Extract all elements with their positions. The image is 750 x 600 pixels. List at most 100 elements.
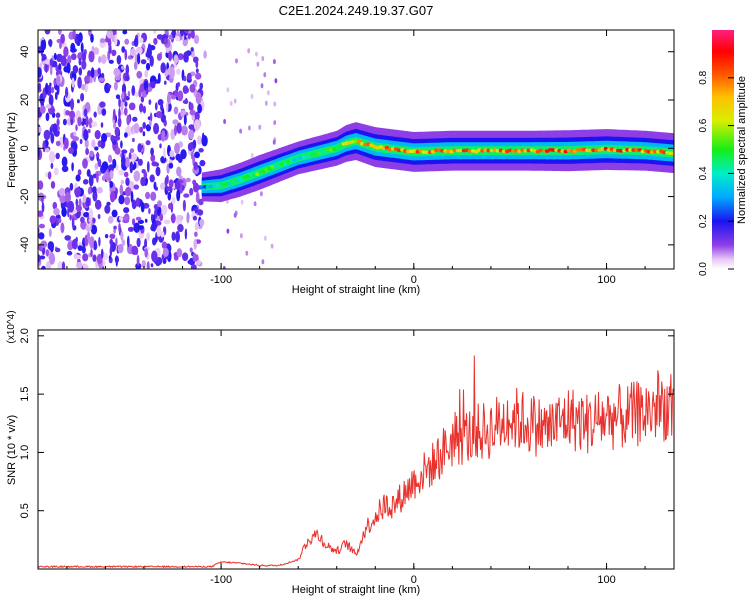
noise-speckle	[189, 109, 196, 116]
noise-speckle	[258, 124, 262, 130]
noise-speckle	[75, 190, 81, 198]
noise-speckle	[83, 129, 89, 141]
noise-speckle	[90, 249, 93, 257]
noise-speckle	[163, 38, 168, 45]
noise-speckle	[85, 115, 89, 128]
noise-speckle	[264, 100, 268, 106]
noise-speckle	[189, 247, 193, 253]
noise-speckle	[75, 254, 82, 260]
noise-speckle	[99, 38, 106, 44]
noise-speckle	[38, 180, 44, 190]
noise-speckle	[45, 249, 49, 257]
noise-speckle	[131, 245, 139, 255]
noise-speckle	[118, 98, 121, 108]
noise-speckle	[70, 98, 75, 111]
noise-speckle	[114, 126, 120, 136]
noise-speckle	[45, 112, 50, 122]
noise-speckle	[118, 107, 121, 120]
noise-speckle	[125, 156, 130, 169]
noise-speckle	[71, 53, 77, 61]
noise-speckle	[182, 252, 189, 261]
noise-speckle	[75, 198, 79, 207]
noise-speckle	[197, 209, 204, 216]
noise-speckle	[270, 243, 274, 249]
noise-speckle	[81, 51, 86, 63]
noise-speckle	[160, 156, 167, 164]
noise-speckle	[69, 110, 76, 120]
noise-speckle	[107, 38, 112, 48]
noise-speckle	[153, 181, 157, 190]
noise-speckle	[71, 217, 75, 229]
noise-speckle	[171, 231, 176, 241]
noise-speckle	[83, 211, 90, 218]
noise-speckle	[118, 169, 125, 176]
noise-speckle	[75, 236, 78, 243]
noise-speckle	[145, 87, 149, 95]
noise-speckle	[185, 177, 191, 183]
noise-speckle	[114, 255, 119, 264]
noise-speckle	[91, 139, 96, 148]
noise-speckle	[222, 266, 226, 269]
noise-speckle	[137, 225, 144, 230]
noise-speckle	[144, 69, 148, 78]
noise-speckle	[66, 250, 73, 256]
noise-speckle	[143, 171, 148, 180]
noise-speckle	[142, 122, 146, 129]
noise-speckle	[76, 41, 81, 46]
noise-speckle	[58, 188, 66, 196]
noise-speckle	[78, 58, 82, 66]
noise-speckle	[190, 264, 197, 269]
noise-speckle	[167, 191, 172, 201]
noise-speckle	[38, 254, 41, 263]
noise-speckle	[97, 67, 101, 75]
trace-point	[434, 148, 439, 153]
noise-speckle	[164, 80, 167, 85]
noise-speckle	[171, 30, 176, 39]
noise-speckle	[154, 207, 158, 220]
noise-speckle	[187, 142, 194, 152]
noise-speckle	[181, 185, 185, 191]
y-tick-label: -40	[19, 237, 31, 253]
noise-speckle	[61, 207, 67, 218]
noise-speckle	[48, 228, 52, 238]
noise-speckle	[109, 245, 113, 257]
noise-speckle	[124, 196, 131, 206]
snr-frame	[37, 329, 675, 570]
noise-speckle	[91, 45, 95, 52]
noise-speckle	[49, 252, 56, 265]
noise-speckle	[92, 173, 97, 179]
noise-speckle	[240, 233, 243, 239]
noise-speckle	[203, 50, 207, 59]
noise-speckle	[186, 211, 190, 224]
noise-speckle	[133, 61, 138, 70]
noise-speckle	[183, 75, 187, 82]
noise-speckle	[41, 196, 44, 204]
noise-speckle	[121, 154, 126, 167]
noise-speckle	[94, 130, 101, 140]
noise-speckle	[101, 266, 105, 269]
snr-x-label: Height of straight line (km)	[292, 584, 420, 596]
colorbar-tick-label: 0.4	[698, 166, 709, 180]
noise-speckle	[253, 201, 257, 207]
noise-speckle	[65, 110, 71, 116]
noise-speckle	[193, 161, 198, 171]
noise-speckle	[145, 140, 151, 146]
noise-speckle	[100, 122, 104, 128]
noise-speckle	[190, 30, 195, 39]
noise-speckle	[192, 139, 197, 149]
noise-speckle	[155, 166, 161, 177]
noise-speckle	[53, 207, 60, 216]
noise-speckle	[235, 58, 238, 64]
noise-speckle	[100, 54, 107, 64]
noise-speckle	[108, 59, 114, 64]
noise-speckle	[92, 186, 97, 194]
noise-speckle	[123, 171, 129, 178]
noise-speckle	[83, 108, 88, 117]
noise-speckle	[58, 63, 62, 72]
noise-speckle	[50, 162, 54, 169]
noise-speckle	[122, 30, 128, 35]
noise-speckle	[144, 248, 148, 258]
noise-speckle	[193, 119, 201, 131]
noise-speckle	[166, 101, 169, 113]
noise-speckle	[54, 91, 58, 100]
